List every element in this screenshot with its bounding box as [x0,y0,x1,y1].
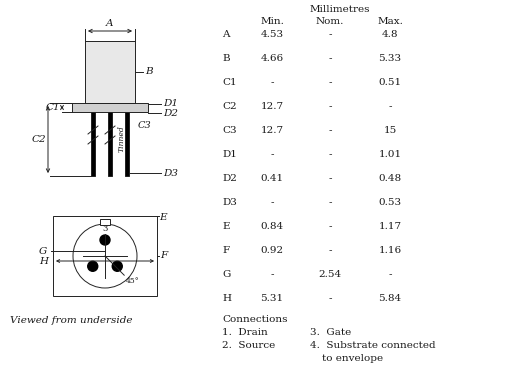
Circle shape [88,261,98,271]
Text: H: H [222,294,231,303]
Text: 3.  Gate: 3. Gate [310,328,351,337]
Text: -: - [328,102,332,111]
Text: G: G [222,270,230,279]
Text: 2.  Source: 2. Source [222,341,275,350]
Text: Min.: Min. [260,17,284,26]
Text: -: - [328,30,332,39]
Text: -: - [270,150,274,159]
Text: F: F [222,246,229,255]
Text: -: - [328,222,332,231]
Text: Max.: Max. [377,17,403,26]
Text: -: - [328,174,332,183]
Text: 1: 1 [81,261,87,269]
Text: D1: D1 [222,150,237,159]
Text: D3: D3 [163,168,178,177]
Text: -: - [270,78,274,87]
Text: 0.92: 0.92 [261,246,284,255]
Text: Viewed from underside: Viewed from underside [10,316,132,325]
Text: 5.84: 5.84 [379,294,402,303]
Text: D3: D3 [222,198,237,207]
Text: D1: D1 [163,99,178,108]
Text: 1.17: 1.17 [379,222,402,231]
Text: 1.  Drain: 1. Drain [222,328,268,337]
Text: 5.33: 5.33 [379,54,402,63]
Text: C3: C3 [222,126,236,135]
Text: C3: C3 [138,121,152,129]
Text: -: - [270,270,274,279]
Text: B: B [222,54,230,63]
Text: 0.48: 0.48 [379,174,402,183]
Bar [108,112,112,176]
Circle shape [112,261,122,271]
Bar [100,219,110,225]
Text: 0.41: 0.41 [261,174,284,183]
Text: -: - [328,126,332,135]
Text: -: - [388,102,392,111]
Text: C2: C2 [31,135,46,144]
Circle shape [100,235,110,245]
Bar [125,112,129,176]
Text: D2: D2 [163,108,178,118]
Text: -: - [328,294,332,303]
Text: -: - [388,270,392,279]
Text: H: H [39,256,48,266]
Text: 12.7: 12.7 [261,126,284,135]
Text: 0.84: 0.84 [261,222,284,231]
Text: -: - [328,54,332,63]
Text: -: - [328,150,332,159]
Text: Nom.: Nom. [316,17,344,26]
Text: 45°: 45° [126,277,140,285]
Text: C1: C1 [45,103,60,112]
Text: A: A [106,19,114,28]
Text: 4.53: 4.53 [261,30,284,39]
Text: 0.51: 0.51 [379,78,402,87]
Text: G: G [39,246,47,256]
Bar [91,112,95,176]
Text: D2: D2 [222,174,237,183]
Text: Tinned: Tinned [118,126,126,152]
Text: 2.54: 2.54 [318,270,341,279]
Text: 4.66: 4.66 [261,54,284,63]
Bar [85,41,135,103]
Text: -: - [328,78,332,87]
Text: 3: 3 [102,225,108,233]
Text: Connections: Connections [222,315,287,324]
Text: -: - [328,246,332,255]
Text: 4.  Substrate connected: 4. Substrate connected [310,341,436,350]
Bar [53,216,157,296]
Text: E: E [159,213,167,223]
Bar [72,103,148,112]
Text: to envelope: to envelope [322,354,383,363]
Text: -: - [270,198,274,207]
Text: C1: C1 [222,78,236,87]
Text: F: F [160,252,167,260]
Text: 1.01: 1.01 [379,150,402,159]
Text: -: - [328,198,332,207]
Text: B: B [145,68,152,76]
Text: 2: 2 [124,261,129,269]
Text: 12.7: 12.7 [261,102,284,111]
Text: 15: 15 [383,126,397,135]
Text: A: A [222,30,230,39]
Text: Millimetres: Millimetres [310,5,370,14]
Text: 4.8: 4.8 [382,30,398,39]
Text: E: E [222,222,230,231]
Text: 1.16: 1.16 [379,246,402,255]
Text: 5.31: 5.31 [261,294,284,303]
Text: 0.53: 0.53 [379,198,402,207]
Text: C2: C2 [222,102,236,111]
